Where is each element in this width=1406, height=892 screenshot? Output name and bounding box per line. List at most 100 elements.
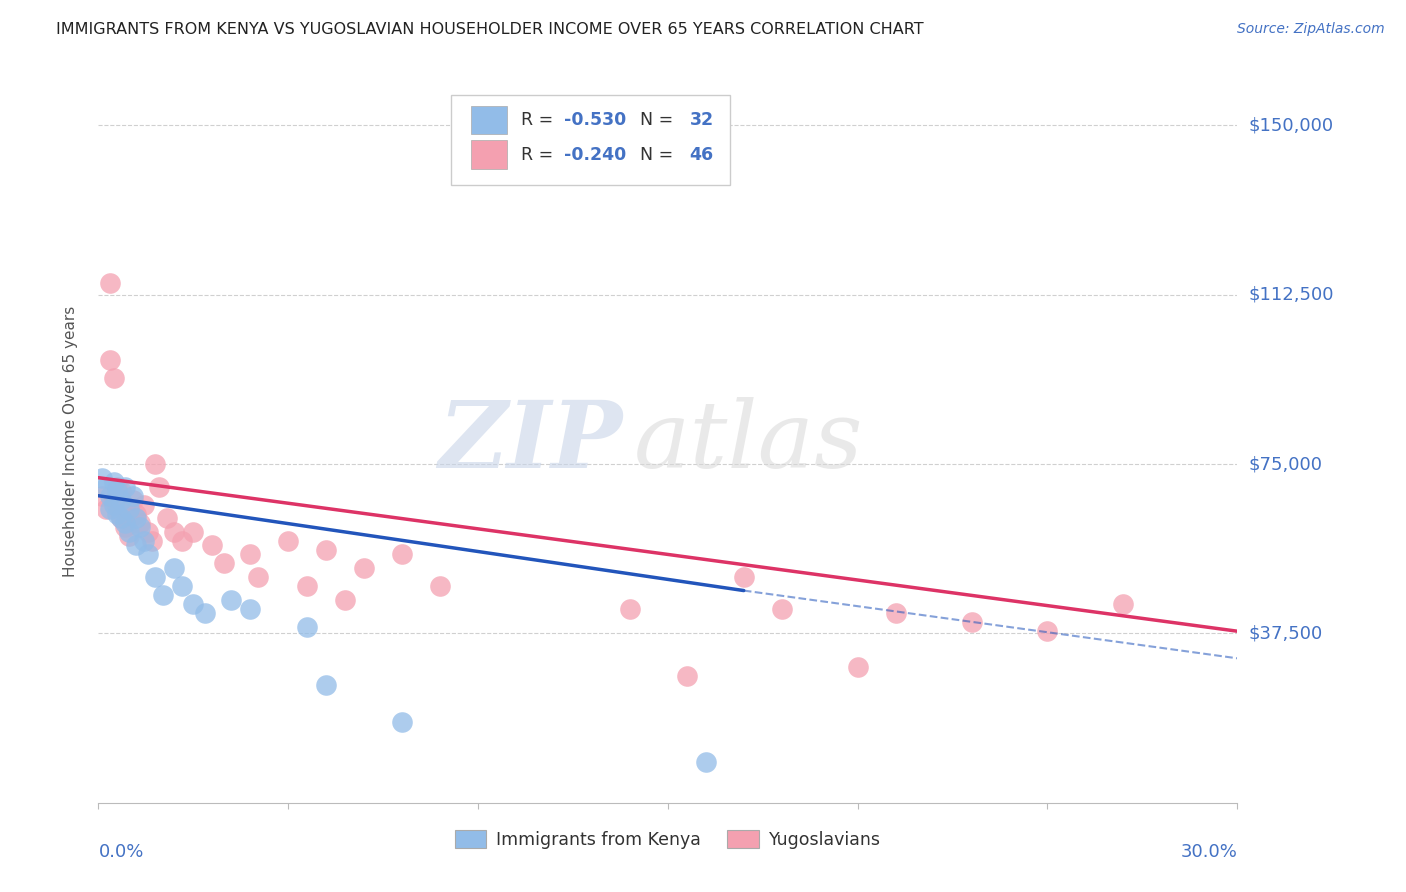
Text: $75,000: $75,000 bbox=[1249, 455, 1323, 473]
Point bbox=[91, 489, 114, 503]
Point bbox=[107, 484, 129, 499]
Point bbox=[132, 533, 155, 548]
Point bbox=[107, 480, 129, 494]
Point bbox=[297, 579, 319, 593]
Point bbox=[110, 493, 132, 508]
Point bbox=[183, 597, 205, 611]
Point bbox=[110, 511, 132, 525]
Point bbox=[129, 516, 152, 530]
Point bbox=[297, 620, 319, 634]
Point bbox=[315, 678, 337, 692]
Point bbox=[221, 592, 243, 607]
Point bbox=[114, 516, 136, 530]
Point bbox=[110, 511, 132, 525]
Point bbox=[107, 498, 129, 512]
Text: N =: N = bbox=[628, 145, 679, 164]
Text: $150,000: $150,000 bbox=[1249, 117, 1333, 135]
Point bbox=[277, 533, 299, 548]
Text: $112,500: $112,500 bbox=[1249, 285, 1334, 304]
Point bbox=[391, 714, 413, 729]
FancyBboxPatch shape bbox=[471, 105, 508, 135]
Text: 46: 46 bbox=[689, 145, 714, 164]
Text: $37,500: $37,500 bbox=[1249, 624, 1323, 642]
Point bbox=[429, 579, 451, 593]
Point bbox=[98, 353, 121, 368]
Point bbox=[335, 592, 357, 607]
Point bbox=[1112, 597, 1135, 611]
Point bbox=[315, 542, 337, 557]
Point bbox=[103, 371, 125, 385]
Point bbox=[136, 524, 159, 539]
Point bbox=[103, 498, 125, 512]
Point bbox=[103, 493, 125, 508]
Point bbox=[125, 511, 148, 525]
Point bbox=[118, 502, 141, 516]
Point bbox=[107, 507, 129, 521]
Point bbox=[733, 570, 755, 584]
Point bbox=[114, 480, 136, 494]
Point bbox=[201, 538, 224, 552]
Point bbox=[676, 669, 699, 683]
Point bbox=[695, 755, 717, 769]
Text: -0.530: -0.530 bbox=[564, 111, 627, 129]
Point bbox=[353, 561, 375, 575]
Point bbox=[141, 533, 163, 548]
Point bbox=[163, 561, 186, 575]
Text: Source: ZipAtlas.com: Source: ZipAtlas.com bbox=[1237, 22, 1385, 37]
Point bbox=[239, 548, 262, 562]
Text: N =: N = bbox=[628, 111, 679, 129]
Text: 30.0%: 30.0% bbox=[1181, 843, 1237, 861]
Point bbox=[163, 524, 186, 539]
Text: R =: R = bbox=[522, 111, 558, 129]
Text: -0.240: -0.240 bbox=[564, 145, 627, 164]
Point bbox=[1036, 624, 1059, 639]
Text: R =: R = bbox=[522, 145, 558, 164]
Text: 0.0%: 0.0% bbox=[98, 843, 143, 861]
Point bbox=[170, 579, 193, 593]
Point bbox=[145, 570, 167, 584]
Point bbox=[619, 601, 641, 615]
Point bbox=[98, 277, 121, 291]
Point bbox=[960, 615, 983, 630]
Point bbox=[114, 520, 136, 534]
Point bbox=[103, 475, 125, 490]
Point bbox=[118, 529, 141, 543]
Point bbox=[770, 601, 793, 615]
Point bbox=[132, 498, 155, 512]
Point bbox=[118, 511, 141, 525]
Y-axis label: Householder Income Over 65 years: Householder Income Over 65 years bbox=[63, 306, 77, 577]
Point bbox=[148, 480, 170, 494]
Point bbox=[391, 548, 413, 562]
Text: ZIP: ZIP bbox=[439, 397, 623, 486]
Point bbox=[125, 538, 148, 552]
Point bbox=[170, 533, 193, 548]
Point bbox=[156, 511, 179, 525]
Text: atlas: atlas bbox=[634, 397, 863, 486]
Point bbox=[239, 601, 262, 615]
Point bbox=[194, 606, 217, 620]
Point bbox=[110, 484, 132, 499]
Point bbox=[118, 524, 141, 539]
Text: IMMIGRANTS FROM KENYA VS YUGOSLAVIAN HOUSEHOLDER INCOME OVER 65 YEARS CORRELATIO: IMMIGRANTS FROM KENYA VS YUGOSLAVIAN HOU… bbox=[56, 22, 924, 37]
Point bbox=[152, 588, 174, 602]
Point bbox=[129, 520, 152, 534]
Point bbox=[846, 660, 869, 674]
Point bbox=[125, 507, 148, 521]
Point bbox=[121, 489, 143, 503]
Point bbox=[98, 502, 121, 516]
FancyBboxPatch shape bbox=[451, 95, 731, 185]
Point bbox=[91, 470, 114, 484]
Point bbox=[183, 524, 205, 539]
Text: 32: 32 bbox=[689, 111, 714, 129]
Point bbox=[94, 502, 117, 516]
FancyBboxPatch shape bbox=[471, 140, 508, 169]
Point bbox=[114, 502, 136, 516]
Point bbox=[212, 557, 235, 571]
Point bbox=[98, 489, 121, 503]
Point bbox=[145, 457, 167, 471]
Legend: Immigrants from Kenya, Yugoslavians: Immigrants from Kenya, Yugoslavians bbox=[447, 823, 889, 855]
Point bbox=[246, 570, 269, 584]
Point bbox=[121, 493, 143, 508]
Point bbox=[94, 480, 117, 494]
Point bbox=[884, 606, 907, 620]
